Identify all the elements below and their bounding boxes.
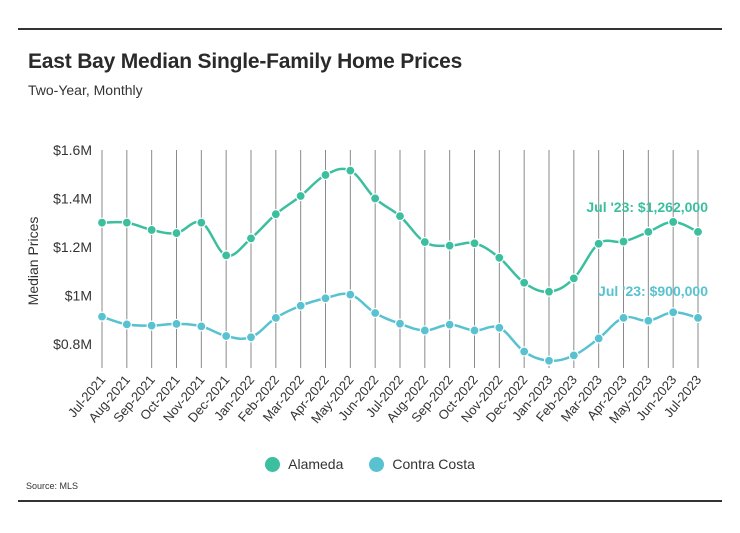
y-tick-label: $1M xyxy=(65,287,92,303)
legend-item-alameda[interactable]: Alameda xyxy=(265,456,343,472)
point-alameda-jul-2021[interactable] xyxy=(96,217,108,228)
point-contra-costa-sep-2021[interactable] xyxy=(146,320,157,331)
point-alameda-aug-2022[interactable] xyxy=(419,236,430,248)
point-alameda-mar-2023[interactable] xyxy=(593,238,604,249)
chart-subtitle: Two-Year, Monthly xyxy=(28,82,143,98)
point-alameda-oct-2021[interactable] xyxy=(171,227,182,239)
point-contra-costa-jul-2023[interactable] xyxy=(692,312,704,323)
point-alameda-oct-2022[interactable] xyxy=(469,238,480,249)
legend: Alameda Contra Costa xyxy=(0,456,740,472)
point-contra-costa-jan-2022[interactable] xyxy=(245,332,257,343)
point-contra-costa-jun-2023[interactable] xyxy=(668,307,679,318)
point-contra-costa-oct-2022[interactable] xyxy=(469,325,480,336)
y-tick-label: $0.8M xyxy=(53,336,92,352)
point-contra-costa-jul-2021[interactable] xyxy=(96,311,108,322)
point-contra-costa-apr-2023[interactable] xyxy=(618,312,629,323)
point-contra-costa-nov-2021[interactable] xyxy=(196,321,207,332)
top-rule xyxy=(18,28,722,30)
point-contra-costa-nov-2022[interactable] xyxy=(494,322,505,333)
annotation-contra-costa: Jul '23: $900,000 xyxy=(598,283,708,299)
point-contra-costa-may-2022[interactable] xyxy=(345,289,356,300)
point-contra-costa-may-2023[interactable] xyxy=(643,315,654,326)
point-contra-costa-oct-2021[interactable] xyxy=(171,318,182,330)
point-alameda-dec-2022[interactable] xyxy=(519,277,530,288)
legend-label-alameda: Alameda xyxy=(288,456,344,472)
point-contra-costa-jan-2023[interactable] xyxy=(543,355,555,366)
y-axis-label: Median Prices xyxy=(25,217,41,306)
legend-label-contra-costa: Contra Costa xyxy=(392,456,475,472)
point-alameda-nov-2021[interactable] xyxy=(196,217,207,228)
source-note: Source: MLS xyxy=(26,481,79,491)
annotations: Jul '23: $1,262,000 Jul '23: $900,000 xyxy=(586,199,708,299)
point-contra-costa-dec-2022[interactable] xyxy=(519,346,530,357)
x-axis-ticks: Jul-2021Aug-2021Sep-2021Oct-2021Nov-2021… xyxy=(65,372,705,426)
y-tick-label: $1.2M xyxy=(53,239,92,255)
point-contra-costa-aug-2021[interactable] xyxy=(121,319,132,330)
point-contra-costa-dec-2021[interactable] xyxy=(221,330,232,342)
point-alameda-jun-2022[interactable] xyxy=(370,193,381,204)
point-contra-costa-mar-2022[interactable] xyxy=(295,300,306,311)
point-alameda-apr-2022[interactable] xyxy=(320,169,331,181)
point-alameda-apr-2023[interactable] xyxy=(618,236,629,247)
grid-lines xyxy=(101,150,699,368)
legend-marker-contra-costa xyxy=(369,456,385,472)
point-contra-costa-jul-2022[interactable] xyxy=(394,318,406,329)
point-alameda-aug-2021[interactable] xyxy=(121,217,132,228)
point-alameda-feb-2023[interactable] xyxy=(568,273,579,284)
chart-title: East Bay Median Single-Family Home Price… xyxy=(28,50,463,73)
point-contra-costa-jun-2022[interactable] xyxy=(370,307,381,319)
point-alameda-mar-2022[interactable] xyxy=(295,190,306,202)
series-group xyxy=(96,165,704,366)
bottom-rule xyxy=(18,500,722,502)
point-alameda-may-2023[interactable] xyxy=(643,226,654,237)
y-axis-ticks: $0.8M $1M $1.2M $1.4M $1.6M xyxy=(53,142,92,352)
point-alameda-sep-2021[interactable] xyxy=(146,224,157,236)
point-alameda-jan-2022[interactable] xyxy=(245,233,257,244)
point-contra-costa-feb-2022[interactable] xyxy=(270,312,281,323)
point-alameda-jun-2023[interactable] xyxy=(668,216,679,228)
point-alameda-dec-2021[interactable] xyxy=(221,250,232,261)
point-contra-costa-aug-2022[interactable] xyxy=(419,325,430,336)
point-alameda-jan-2023[interactable] xyxy=(543,286,555,297)
point-alameda-jul-2022[interactable] xyxy=(394,211,406,222)
point-alameda-may-2022[interactable] xyxy=(345,165,356,176)
point-contra-costa-sep-2022[interactable] xyxy=(444,319,455,330)
point-alameda-nov-2022[interactable] xyxy=(494,252,505,263)
y-tick-label: $1.4M xyxy=(53,190,92,206)
point-contra-costa-apr-2022[interactable] xyxy=(320,293,331,304)
point-alameda-feb-2022[interactable] xyxy=(270,209,281,220)
point-alameda-jul-2023[interactable] xyxy=(692,226,704,237)
annotation-alameda: Jul '23: $1,262,000 xyxy=(586,199,708,215)
legend-item-contra-costa[interactable]: Contra Costa xyxy=(369,456,475,472)
legend-marker-alameda xyxy=(265,456,281,472)
y-tick-label: $1.6M xyxy=(53,142,92,158)
point-alameda-sep-2022[interactable] xyxy=(444,240,455,251)
point-contra-costa-feb-2023[interactable] xyxy=(568,350,579,361)
point-contra-costa-mar-2023[interactable] xyxy=(593,333,604,344)
